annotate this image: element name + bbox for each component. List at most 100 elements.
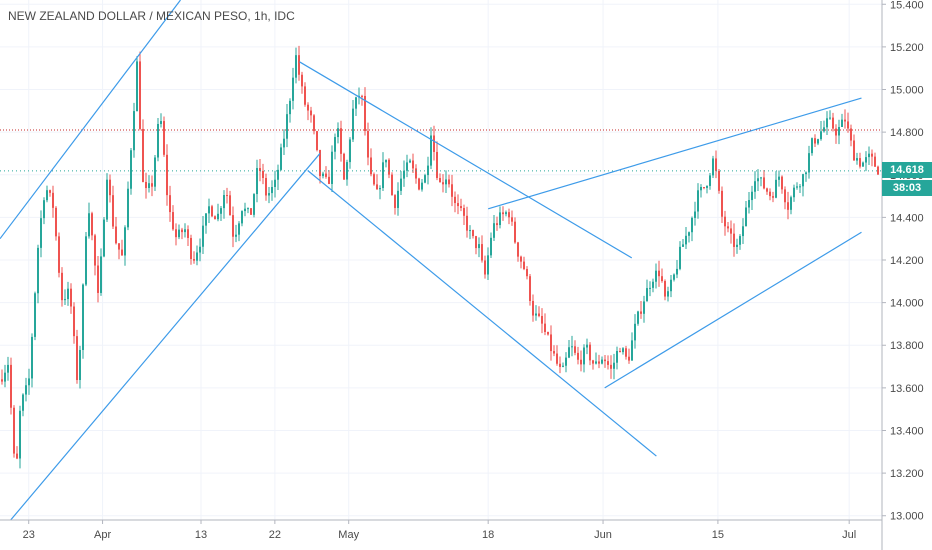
candle-body [640,311,642,314]
candle-body [247,208,249,210]
candle-body [484,260,486,275]
candle-body [121,249,123,256]
candle-body [250,208,252,215]
candle-body [79,349,81,381]
candle-body [73,306,75,337]
candle-body [58,236,60,273]
candle-body [796,186,798,188]
candle-body [556,353,558,364]
candle-body [766,188,768,192]
candle-body [229,195,231,216]
candle-body [559,363,561,367]
y-tick-label: 15.400 [890,0,924,11]
candle-body [430,135,432,166]
candle-body [787,202,789,210]
candle-body [730,228,732,234]
candle-body [91,213,93,236]
candle-body [853,140,855,161]
candle-body [22,394,24,411]
candle-body [1,379,3,382]
candle-body [844,119,846,122]
candle-body [112,195,114,227]
candle-body [226,195,228,197]
candle-body [325,173,327,177]
candle-body [616,350,618,363]
candle-body [679,246,681,269]
candle-body [355,97,357,109]
candle-body [652,281,654,288]
trendline[interactable] [10,153,321,521]
candle-body [733,233,735,247]
candle-body [580,359,582,365]
candle-body [181,229,183,233]
candle-body [433,135,435,152]
candle-body [289,100,291,115]
candle-body [46,190,48,201]
candle-body [571,346,573,348]
candle-body [205,213,207,226]
candle-body [115,226,117,244]
candle-body [574,346,576,353]
candle-body [391,174,393,196]
candle-body [415,168,417,179]
candle-body [517,242,519,257]
candle-body [202,225,204,247]
trendline[interactable] [604,231,862,389]
candle-body [454,196,456,204]
trendline[interactable] [307,170,657,457]
candle-body [532,300,534,316]
candle-body [76,336,78,381]
candle-body [553,351,555,354]
candle-body [535,313,537,316]
candle-body [139,61,141,129]
candle-body [685,235,687,245]
candle-body [595,361,597,364]
candle-body [871,153,873,157]
candle-body [265,177,267,196]
candle-body [805,172,807,175]
trendline[interactable] [488,97,862,210]
candle-body [16,453,18,459]
candle-body [754,181,756,192]
candle-body [583,347,585,365]
x-tick-label: 15 [712,529,724,541]
candle-body [376,184,378,190]
candle-body [136,61,138,112]
candle-body [673,274,675,280]
candle-body [61,272,63,301]
x-tick-label: 18 [482,529,494,541]
candle-body [193,259,195,261]
y-tick-label: 13.200 [890,468,924,480]
candle-body [757,178,759,182]
candle-body [778,176,780,180]
candle-body [436,151,438,178]
candle-body [874,156,876,167]
candle-body [367,131,369,158]
candle-body [502,212,504,215]
candle-body [55,207,57,237]
candle-body [664,281,666,297]
candle-body [25,385,27,395]
candle-body [82,284,84,350]
candle-body [745,207,747,227]
candle-body [628,356,630,361]
candle-body [340,128,342,154]
candle-body [814,138,816,144]
candle-body [214,216,216,220]
candle-body [667,291,669,297]
candle-body [184,229,186,233]
trendline[interactable] [0,0,181,240]
candle-body [712,158,714,176]
y-tick-label: 13.000 [890,511,924,523]
candle-body [577,352,579,360]
candle-body [316,131,318,151]
candle-body [34,293,36,337]
candle-body [379,188,381,190]
candle-body [352,108,354,140]
trendline[interactable] [299,61,633,259]
candle-body [148,183,150,189]
candle-body [619,350,621,353]
candle-body [421,182,423,190]
candle-body [427,165,429,176]
